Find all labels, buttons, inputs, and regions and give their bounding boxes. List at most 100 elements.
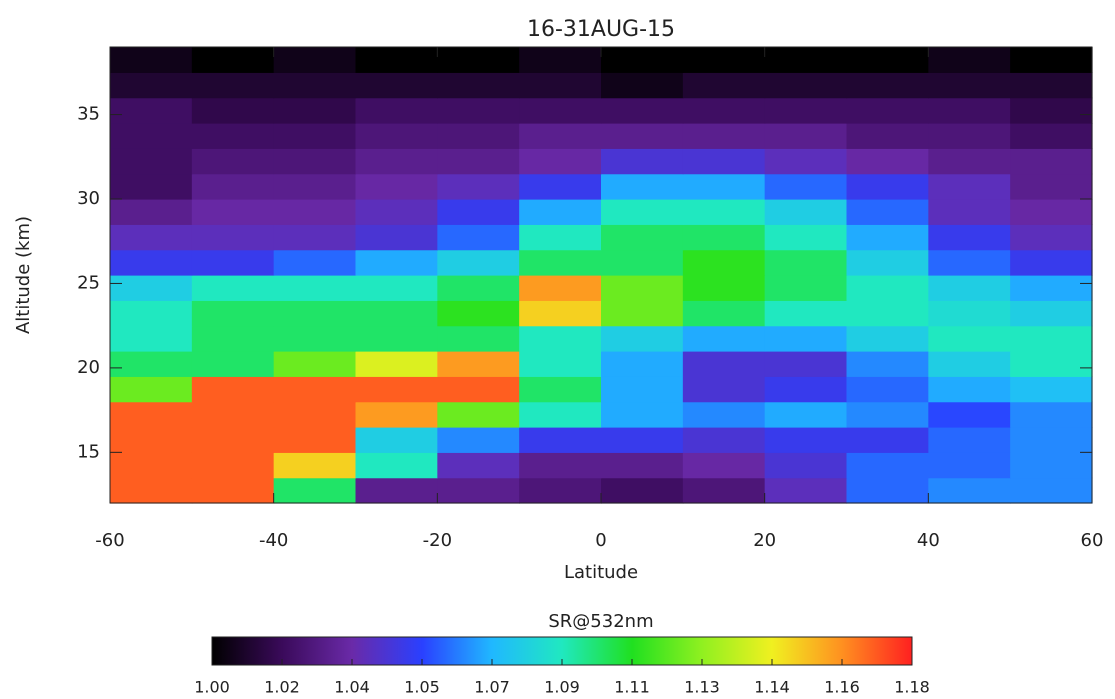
heat-cell [437, 148, 520, 175]
heat-cell [1010, 452, 1093, 479]
heat-cell [1010, 224, 1093, 251]
heat-cell [928, 123, 1011, 149]
heat-cell [846, 199, 929, 225]
heat-cell [437, 376, 520, 403]
heat-cell [928, 249, 1011, 276]
heat-cell [682, 351, 766, 377]
heat-cell [928, 97, 1011, 124]
y-axis-label: Altitude (km) [13, 216, 34, 334]
heat-cell [110, 72, 193, 99]
x-tick-label: 0 [595, 530, 606, 551]
colorbar-tick-label: 1.14 [754, 678, 790, 697]
heat-cell [191, 351, 275, 377]
heat-cell [601, 477, 684, 504]
heat-cell [601, 148, 684, 175]
heat-cell [273, 173, 357, 200]
heat-cell [273, 300, 357, 327]
y-tick-label: 15 [77, 441, 100, 462]
heat-cell [355, 376, 438, 403]
heat-cell [355, 300, 438, 327]
heat-cell [1010, 173, 1093, 200]
heat-cell [1010, 477, 1093, 504]
heat-cell [110, 477, 193, 504]
y-tick-label: 35 [77, 104, 100, 125]
heat-cell [928, 427, 1011, 453]
heat-cell [682, 199, 766, 225]
heat-cell [846, 249, 929, 276]
heat-cell [355, 97, 438, 124]
heat-cell [846, 72, 929, 99]
colorbar-tick-label: 1.05 [404, 678, 440, 697]
heat-cell [273, 72, 357, 99]
heat-cell [437, 224, 520, 251]
heat-cell [519, 97, 602, 124]
heat-cell [601, 72, 684, 99]
heat-cell [437, 249, 520, 276]
heat-cell [682, 173, 766, 200]
heat-cell [1010, 249, 1093, 276]
heat-cell [601, 300, 684, 327]
heat-cell [764, 72, 848, 99]
heat-cell [191, 477, 275, 504]
heat-cell [764, 275, 848, 301]
heat-cell [519, 300, 602, 327]
heat-cell [355, 401, 438, 428]
heat-cell [355, 452, 438, 479]
heat-cell [519, 249, 602, 276]
heat-cell [519, 224, 602, 251]
heat-cell [764, 173, 848, 200]
heat-cell [437, 427, 520, 453]
heat-cell [273, 351, 357, 377]
y-tick-label: 30 [77, 188, 100, 209]
heat-cell [846, 275, 929, 301]
heat-cell [437, 477, 520, 504]
heat-cell [682, 477, 766, 504]
y-tick-label: 20 [77, 357, 100, 378]
heat-cell [601, 173, 684, 200]
heat-cell [273, 427, 357, 453]
heat-cell [928, 325, 1011, 352]
heat-cell [928, 173, 1011, 200]
heat-cell [273, 275, 357, 301]
heat-cell [191, 325, 275, 352]
heat-cell [355, 275, 438, 301]
heat-cell [110, 47, 193, 73]
heat-cell [1010, 97, 1093, 124]
heat-cell [273, 401, 357, 428]
heat-cell [519, 477, 602, 504]
x-tick-label: -20 [423, 530, 452, 551]
heat-cell [846, 351, 929, 377]
heat-cell [682, 275, 766, 301]
heat-cell [355, 351, 438, 377]
heat-cell [1010, 300, 1093, 327]
heat-cell [846, 224, 929, 251]
heat-cell [437, 97, 520, 124]
heat-cell [519, 199, 602, 225]
heat-cell [601, 325, 684, 352]
heat-cell [601, 351, 684, 377]
heat-cell [928, 199, 1011, 225]
heat-cell [437, 275, 520, 301]
heat-cell [601, 427, 684, 453]
heat-cell [437, 173, 520, 200]
heat-cell [273, 199, 357, 225]
heat-cell [846, 300, 929, 327]
heat-cell [191, 427, 275, 453]
heat-cell [846, 325, 929, 352]
heat-cell [437, 123, 520, 149]
heat-cell [191, 97, 275, 124]
heat-cell [191, 300, 275, 327]
heat-cell [764, 148, 848, 175]
heat-cell [191, 199, 275, 225]
heat-cell [764, 97, 848, 124]
heat-cell [437, 300, 520, 327]
heat-cell [110, 452, 193, 479]
heat-cell [519, 325, 602, 352]
heat-cell [1010, 376, 1093, 403]
heat-cell [273, 477, 357, 504]
heat-cell [928, 452, 1011, 479]
heat-cell [764, 351, 848, 377]
heatmap [110, 47, 1093, 504]
colorbar-tick-label: 1.11 [614, 678, 650, 697]
heat-cell [191, 72, 275, 99]
